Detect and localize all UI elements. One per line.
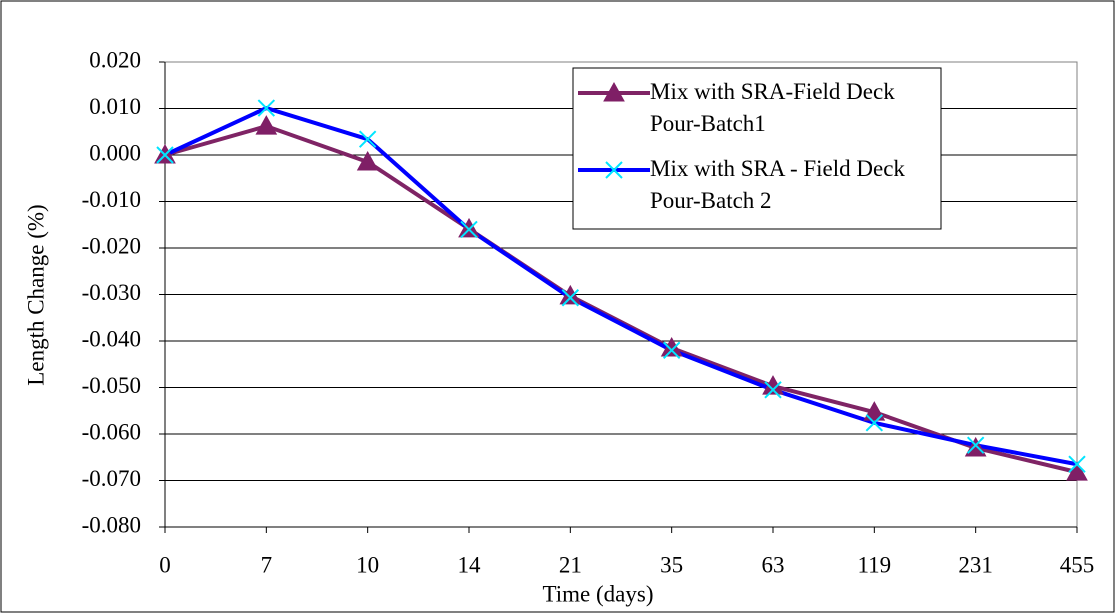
data-point: [863, 401, 886, 421]
data-point: [356, 150, 379, 171]
series-line: [164, 106, 1078, 467]
y-tick-label: -0.080: [82, 512, 141, 537]
y-tick-label: -0.050: [82, 373, 141, 398]
y-tick-label: 0.020: [89, 47, 141, 72]
x-tick-label: 35: [660, 552, 683, 577]
data-point: [559, 284, 582, 305]
y-tick-label: -0.020: [82, 233, 141, 258]
x-tick-label: 119: [858, 552, 892, 577]
x-tick-label: 63: [762, 552, 785, 577]
data-point: [255, 115, 278, 135]
data-point: [358, 130, 377, 148]
data-point: [561, 289, 580, 307]
data-point: [764, 381, 782, 399]
legend-label: Mix with SRA - Field Deck Pour-Batch 2: [650, 156, 905, 213]
y-tick-label: -0.040: [82, 326, 141, 351]
data-point: [257, 99, 276, 117]
y-tick-label: -0.060: [82, 419, 141, 444]
data-point: [660, 336, 683, 357]
x-tick-label: 0: [159, 552, 171, 577]
x-tick-label: 7: [261, 552, 273, 577]
data-point: [156, 146, 174, 164]
y-axis-title: Length Change (%): [23, 204, 48, 385]
data-point: [1068, 455, 1086, 473]
data-point: [1066, 461, 1088, 481]
x-tick-label: 10: [356, 552, 379, 577]
legend-marker: [603, 81, 625, 102]
data-point: [865, 414, 884, 432]
legend-marker: [605, 161, 623, 179]
x-tick-label: 14: [458, 552, 482, 577]
x-tick-label: 21: [559, 552, 582, 577]
x-axis-title: Time (days): [543, 581, 654, 606]
data-point: [966, 436, 985, 454]
y-tick-label: -0.070: [82, 466, 141, 491]
legend-label-box: Mix with SRA-Field Deck Pour-Batch1: [650, 79, 895, 136]
y-tick-label: -0.010: [82, 187, 141, 212]
y-tick-label: -0.030: [82, 280, 141, 305]
data-point: [460, 220, 478, 239]
x-tick-label: 455: [1060, 552, 1095, 577]
legend-label-box: Mix with SRA - Field Deck Pour-Batch 2: [650, 156, 905, 213]
x-tick-label: 231: [958, 552, 993, 577]
data-point: [458, 217, 480, 238]
legend-label: Mix with SRA-Field Deck Pour-Batch1: [650, 79, 895, 136]
data-point: [662, 341, 681, 360]
y-tick-label: 0.000: [89, 140, 141, 165]
y-tick-label: 0.010: [89, 94, 141, 119]
